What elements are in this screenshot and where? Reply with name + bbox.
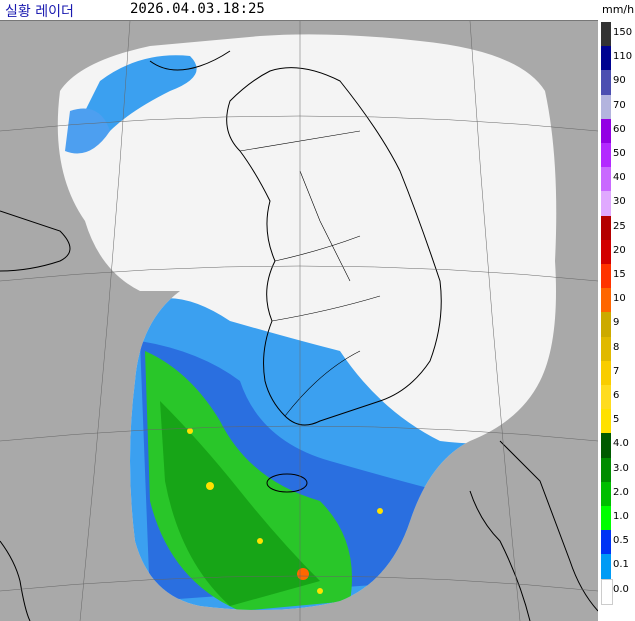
legend-swatch [601, 530, 611, 555]
legend-label: 5 [613, 414, 620, 426]
legend-label: 30 [613, 196, 626, 208]
legend-label: 110 [613, 51, 633, 63]
echo-heavy-cell [297, 568, 309, 580]
legend-label: 8 [613, 341, 620, 353]
legend-label: 7 [613, 365, 620, 377]
legend-label: 4.0 [613, 438, 629, 450]
legend-swatch [601, 336, 611, 361]
radar-map[interactable] [0, 20, 598, 621]
echo-moderate-rain [160, 401, 320, 606]
legend-label: 0.5 [613, 535, 629, 547]
echo-cell-3 [257, 538, 263, 544]
legend-swatch [601, 215, 611, 240]
legend-label: 40 [613, 172, 626, 184]
legend-label: 150 [613, 27, 633, 38]
legend-label: 0.0 [613, 583, 629, 595]
legend-swatch [601, 46, 611, 71]
legend-swatch [601, 385, 611, 410]
japan-coastline [469, 440, 598, 621]
observation-timestamp: 2026.04.03.18:25 [130, 1, 265, 17]
legend-label: 90 [613, 75, 626, 87]
legend-label: 2.0 [613, 486, 629, 498]
legend-label: 1.0 [613, 511, 629, 522]
legend-swatch [601, 94, 611, 119]
legend-swatch [601, 239, 611, 264]
legend-swatch [601, 433, 611, 458]
echo-cell-5 [377, 508, 383, 514]
legend-swatch [601, 167, 611, 192]
legend-swatch [601, 312, 611, 337]
legend-swatch [601, 264, 611, 289]
legend-label: 0.1 [613, 559, 629, 571]
echo-yellow-west [65, 108, 110, 154]
legend-label: 70 [613, 99, 626, 111]
echo-cell-2 [187, 428, 193, 434]
legend-label: 9 [613, 317, 620, 329]
legend-swatch [601, 578, 613, 605]
lat-lon-grid [0, 21, 598, 621]
legend-label: 3.0 [613, 462, 629, 474]
legend-label: 15 [613, 269, 626, 280]
legend-label: 20 [613, 244, 626, 256]
legend-label: 6 [613, 390, 620, 401]
legend-swatch [601, 506, 611, 531]
legend-swatch [601, 554, 611, 579]
legend-swatch [601, 288, 611, 313]
product-title: 실황 레이더 [5, 4, 74, 20]
legend-swatch [601, 22, 611, 47]
korea-coastline [226, 67, 442, 426]
echo-cell-4 [317, 588, 323, 594]
legend-swatch [601, 409, 611, 434]
legend-unit: mm/h [602, 3, 635, 16]
legend-swatch [601, 70, 611, 95]
legend-label: 50 [613, 148, 626, 159]
legend-swatch [601, 457, 611, 482]
legend-swatch [601, 481, 611, 506]
legend-swatch [601, 143, 611, 168]
echo-cell-1 [206, 482, 214, 490]
legend-label: 10 [613, 293, 626, 305]
province-borders [239, 130, 381, 417]
china-coastline [0, 50, 231, 621]
header-bar: 실황 레이더 2026.04.03.18:25 [0, 0, 600, 20]
legend-swatch [601, 118, 611, 143]
radar-map-svg [0, 21, 598, 621]
legend-swatch [601, 191, 611, 216]
legend-swatch [601, 360, 611, 385]
legend-label: 60 [613, 123, 626, 135]
jeju-island [266, 473, 308, 493]
legend-label: 25 [613, 220, 626, 232]
